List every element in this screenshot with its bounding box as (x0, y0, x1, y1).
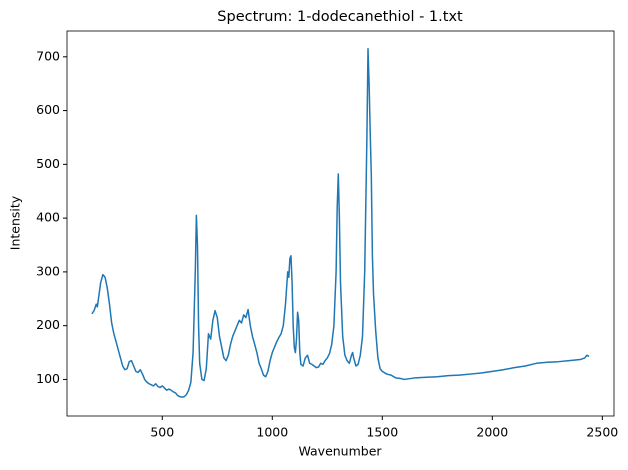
y-tick-label: 100 (36, 371, 60, 386)
y-axis-label: Intensity (8, 195, 23, 250)
y-tick-label: 300 (36, 263, 60, 278)
x-tick-label: 2000 (476, 425, 508, 440)
plot-frame (66, 30, 615, 417)
y-tick-label: 500 (36, 156, 60, 171)
x-tick-label: 1000 (256, 425, 288, 440)
x-tick-label: 500 (150, 425, 174, 440)
y-tick-label: 700 (36, 48, 60, 63)
spectrum-line (91, 47, 590, 398)
x-tick-label: 1500 (366, 425, 398, 440)
chart-title: Spectrum: 1-dodecanethiol - 1.txt (217, 9, 463, 25)
x-tick-label: 2500 (586, 425, 618, 440)
x-axis-label: Wavenumber (298, 444, 382, 459)
y-tick-label: 600 (36, 102, 60, 117)
y-tick-label: 400 (36, 210, 60, 225)
y-tick-label: 200 (36, 317, 60, 332)
